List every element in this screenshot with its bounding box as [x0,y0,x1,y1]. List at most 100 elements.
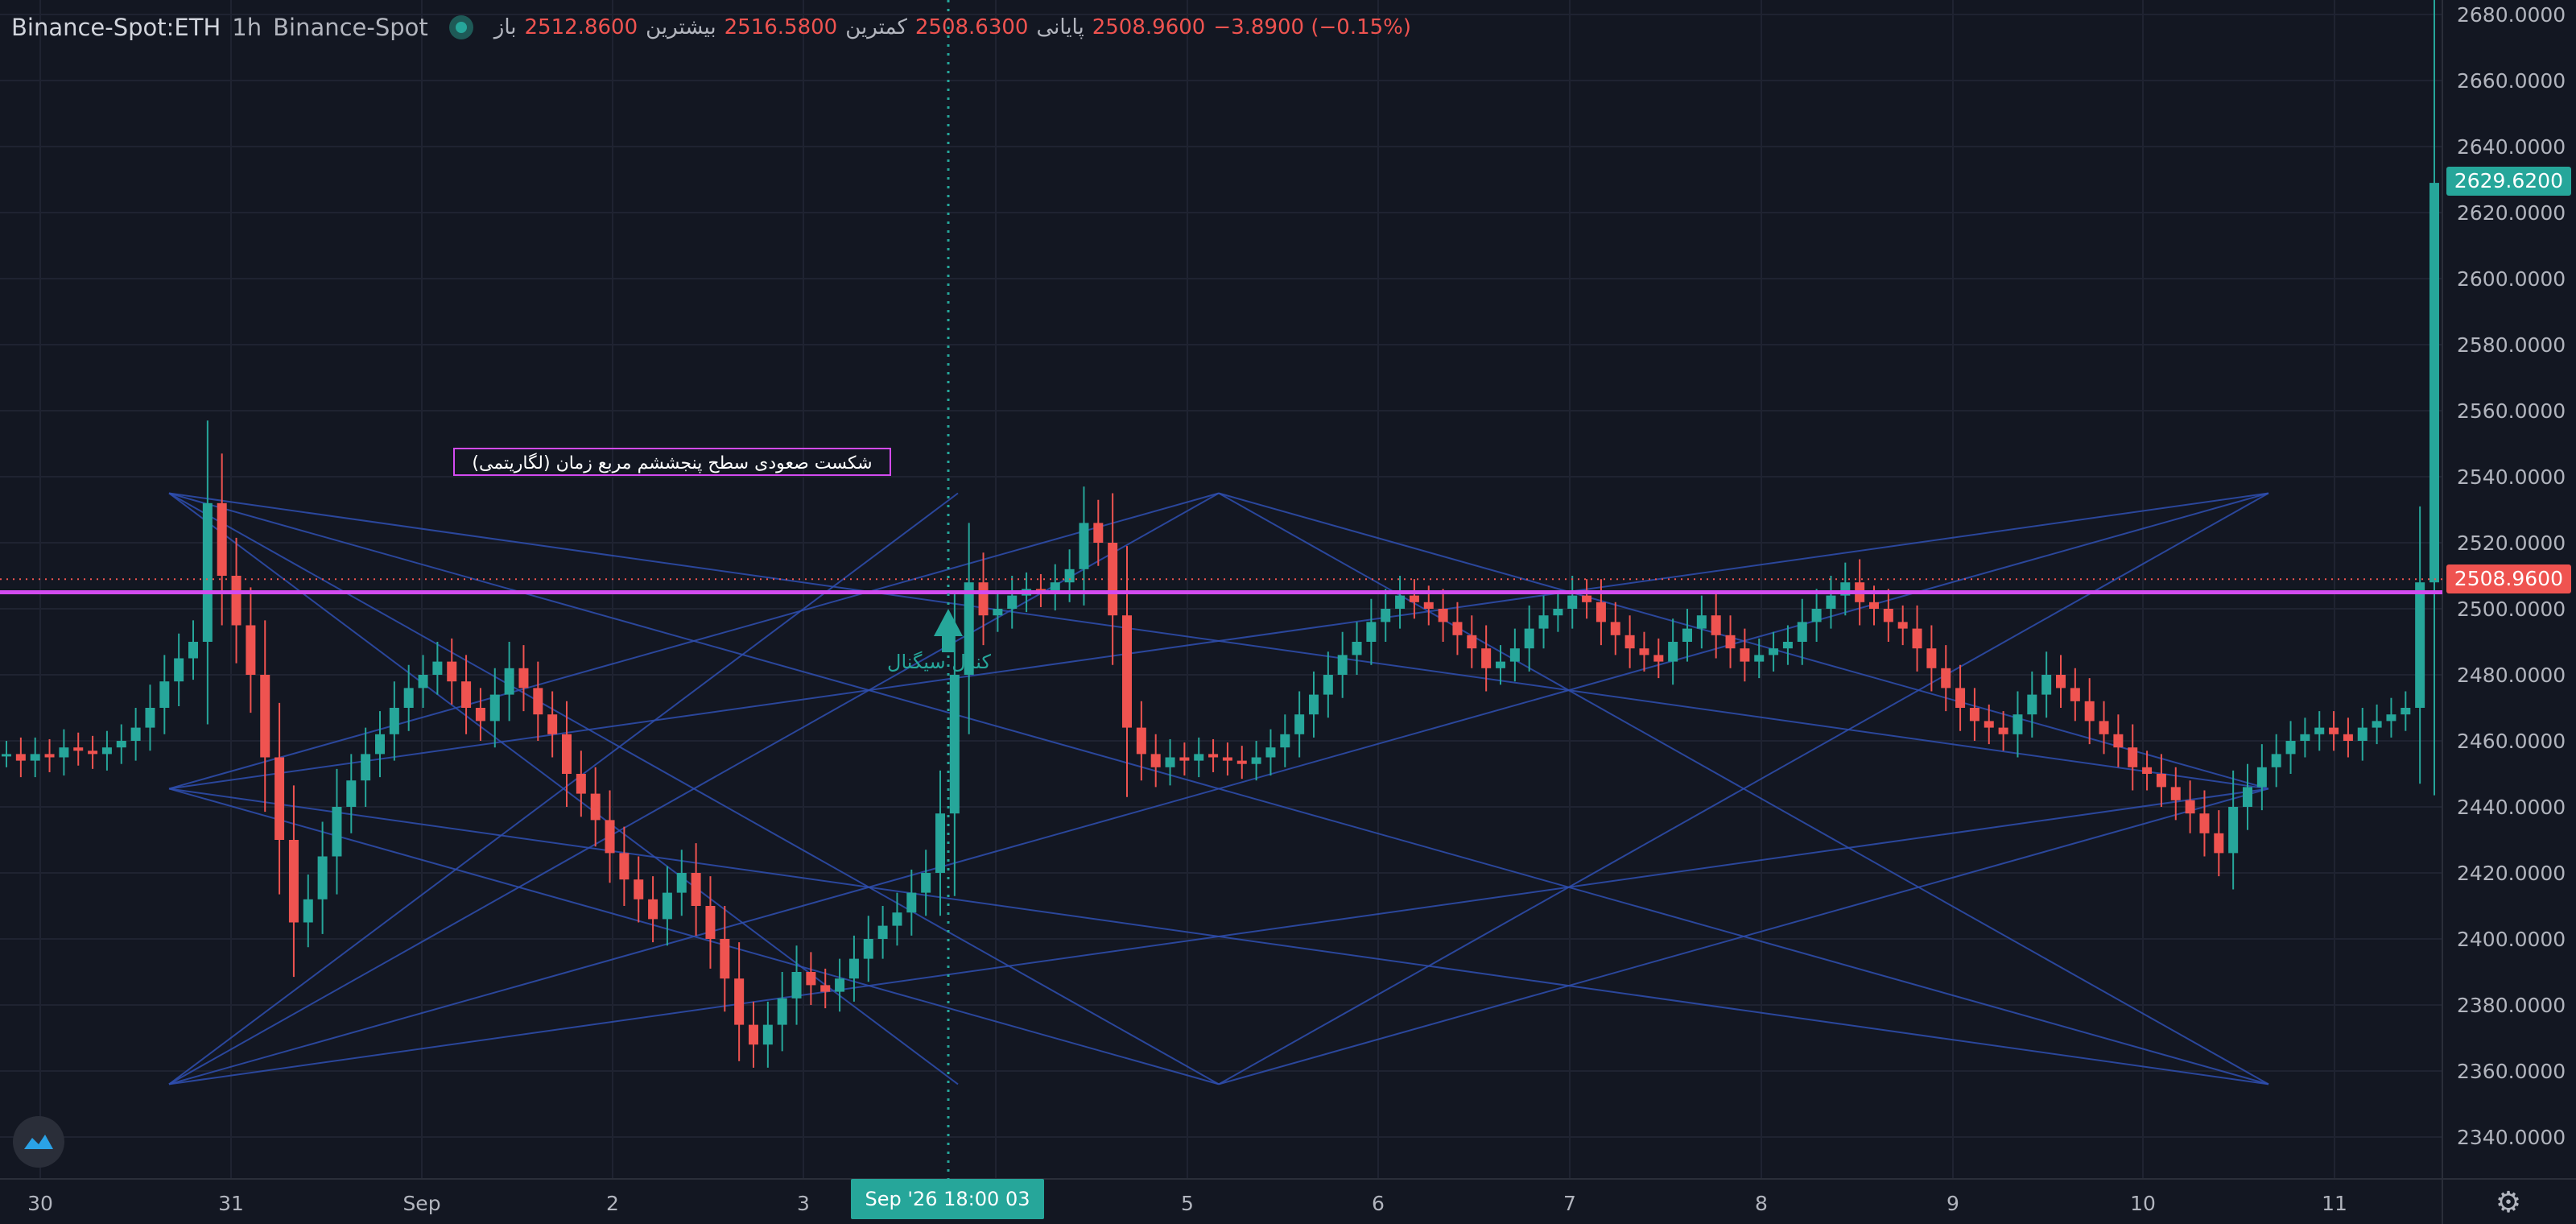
candle-body [361,754,371,781]
price-tick-label: 2500.0000 [2457,598,2566,621]
candle-body [1007,595,1018,609]
candle-body [2214,833,2224,854]
candle-body [2285,741,2296,755]
breakout-annotation[interactable]: شکست صعودی سطح پنجششم مربع زمان (لگاریتم… [453,448,891,476]
candle-body [73,747,84,751]
candle-body [332,807,342,857]
candle-body [2300,734,2310,741]
candle-body [662,892,672,920]
candle-body [217,502,227,576]
candle-body [188,642,198,659]
symbol-label[interactable]: Binance-Spot:ETH [11,14,221,41]
candle-body [1337,655,1348,675]
candle-body [1567,595,1578,609]
candle-body [2256,767,2267,788]
candle-body [1467,635,1477,649]
candle-body [906,892,917,913]
last-price-tag: 2629.6200 [2446,166,2571,196]
candle-body [2070,688,2080,701]
gann-fan-line [168,788,1220,1085]
candle-body [1064,569,1075,583]
candle-body [44,754,55,758]
candle-body [2041,675,2052,695]
candle-body [634,879,644,899]
time-axis-label: 5 [1181,1192,1194,1215]
candle-body [648,899,658,920]
candle-body [2170,787,2181,800]
candle-body [389,708,399,734]
candle-body [705,906,716,939]
time-axis-label: 30 [27,1192,53,1215]
candle-body [432,661,443,675]
candle-body [2243,787,2252,807]
candle-body [59,747,69,758]
candle-body [1265,747,1276,758]
candle-body [1165,757,1175,767]
candle-body [1941,668,1951,688]
candle-body [1194,754,1204,761]
candle-body [2429,183,2439,583]
candle-body [1696,615,1707,629]
signal-arrow-icon [934,609,963,652]
price-tick-label: 2680.0000 [2457,3,2566,27]
candle-body [1711,615,1721,635]
candle-body [174,658,184,682]
signal-candle-label[interactable]: کندل سیگنال [887,651,991,673]
candle-body [504,668,514,695]
time-axis-label: 6 [1372,1192,1385,1215]
price-tick-label: 2540.0000 [2457,465,2566,489]
time-axis-label: 31 [218,1192,244,1215]
interval-label[interactable]: 1h [232,14,262,41]
candle-body [2314,727,2325,734]
candle-body [1208,754,1219,758]
high-value: 2516.5800 [724,15,838,39]
candle-body [734,978,745,1025]
candle-body [1179,757,1190,761]
candle-body [1553,609,1563,616]
candle-body [791,972,802,999]
candle-body [1136,727,1146,755]
candle-body [762,1024,773,1045]
candle-body [2142,767,2153,774]
gann-fan-line [168,788,2269,1085]
candle-body [101,747,112,755]
candle-body [2,754,11,757]
candle-body [303,899,313,923]
gear-icon[interactable]: ⚙ [2495,1186,2522,1219]
candle-body [605,820,615,854]
candle-body [418,675,428,688]
time-axis-label: Sep [402,1192,440,1215]
current-price-tag: 2508.9600 [2446,564,2571,594]
candle-body [2099,721,2109,734]
exchange-label: Binance-Spot [273,14,428,41]
candle-body [835,978,845,992]
candle-body [88,751,98,755]
gann-fan-line [1218,492,2269,790]
candle-body [2386,714,2396,722]
candle-body [720,939,730,979]
crosshair-time-label: Sep '26 18:00 03 [851,1179,1044,1219]
candle-body [2013,714,2023,734]
logo-icon[interactable] [13,1116,64,1168]
price-tick-label: 2560.0000 [2457,399,2566,423]
candle-body [447,661,457,682]
candle-body [1452,622,1463,635]
candle-body [1869,602,1879,609]
candle-body [475,708,485,722]
high-label: بیشترین [646,15,716,39]
candle-body [676,873,687,893]
candle-body [1596,602,1606,622]
ohlc-legend: باز 2512.8600 بیشترین 2516.5800 کمترین 2… [494,15,1411,39]
close-label: پایانی [1036,15,1084,39]
candle-body [1438,609,1448,622]
candle-body [921,873,931,893]
candle-body [1481,648,1492,668]
candle-body [749,1024,758,1045]
candle-body [1122,615,1132,728]
candle-body [2343,734,2353,741]
candle-body [562,734,572,774]
candle-body [547,714,558,734]
candle-body [1309,694,1319,715]
gann-fan-line [168,492,1220,790]
